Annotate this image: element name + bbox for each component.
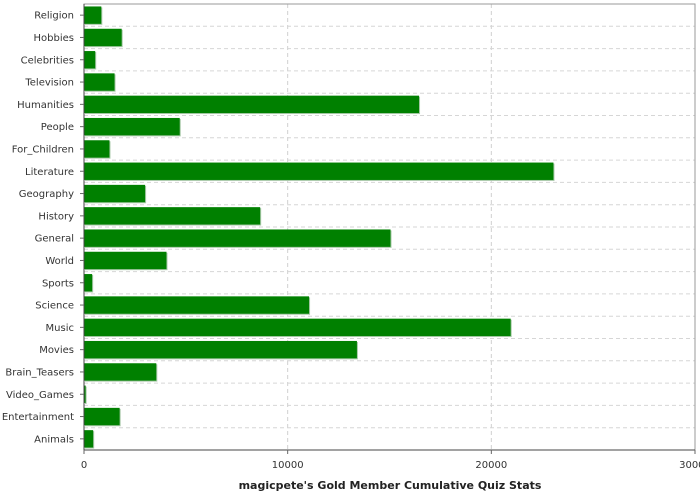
category-label: World	[45, 256, 74, 267]
x-tick-label: 10000	[272, 460, 304, 471]
bar-world	[84, 251, 167, 270]
x-tick-label: 30000	[679, 460, 700, 471]
x-tick-labels: 0 10000 20000 30000	[81, 460, 700, 471]
bar-movies	[84, 340, 357, 359]
x-tick-label: 20000	[475, 460, 507, 471]
bar-literature	[84, 162, 554, 180]
bar-people	[84, 117, 180, 136]
category-label: History	[38, 211, 74, 222]
category-label: Religion	[34, 11, 74, 22]
bar-religion	[84, 6, 102, 24]
category-label: Hobbies	[34, 33, 74, 44]
category-label: Entertainment	[2, 412, 74, 423]
category-label: Video_Games	[6, 390, 74, 401]
category-label: Science	[35, 301, 74, 312]
category-labels: Religion Hobbies Celebrities Television Huma…	[2, 11, 84, 445]
category-label: Movies	[39, 345, 74, 356]
bar-celebrities	[84, 51, 96, 69]
category-label: Literature	[25, 167, 74, 178]
category-label: People	[41, 122, 74, 133]
category-label: Animals	[34, 434, 74, 445]
category-label: Television	[24, 78, 74, 89]
x-tick-label: 0	[81, 460, 87, 471]
bar-geography	[84, 184, 146, 203]
bar-animals	[84, 430, 94, 448]
bar-video-games	[84, 385, 86, 403]
bar-shadow	[85, 386, 87, 404]
bar-for-children	[84, 140, 110, 158]
bar-television	[84, 73, 115, 91]
category-label: Humanities	[17, 100, 74, 111]
category-label: For_Children	[12, 144, 74, 155]
grid-lines	[84, 4, 695, 450]
category-label: General	[35, 234, 74, 245]
bar-music	[84, 318, 511, 337]
category-label: Geography	[19, 189, 74, 200]
bar-humanities	[84, 95, 420, 114]
bar-entertainment	[84, 407, 120, 426]
category-label: Celebrities	[21, 55, 74, 66]
bar-general	[84, 229, 391, 247]
bar-brain-teasers	[84, 363, 157, 381]
x-axis-label: magicpete's Gold Member Cumulative Quiz …	[239, 479, 542, 492]
category-label: Brain_Teasers	[5, 367, 74, 378]
category-label: Sports	[42, 278, 74, 289]
bar-hobbies	[84, 28, 122, 47]
category-label: Music	[46, 323, 74, 334]
bar-history	[84, 207, 261, 225]
bars	[84, 6, 555, 449]
bar-sports	[84, 274, 93, 292]
axes	[83, 3, 696, 454]
bar-science	[84, 296, 310, 314]
